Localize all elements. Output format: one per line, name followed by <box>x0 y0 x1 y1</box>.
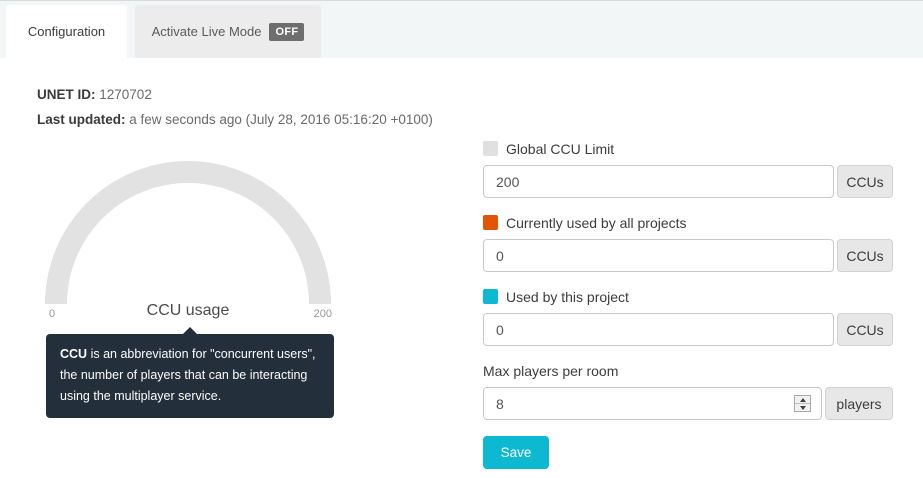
used-this-project-label-row: Used by this project <box>483 288 893 305</box>
used-this-project-input[interactable] <box>483 313 834 346</box>
tooltip-text: is an abbreviation for "concurrent users… <box>60 347 316 403</box>
tab-bar: Configuration Activate Live Mode OFF <box>0 1 923 58</box>
stepper-down-icon[interactable] <box>795 404 810 411</box>
ccu-usage-gauge: 0 CCU usage 200 <box>40 161 336 326</box>
gauge-min-label: 0 <box>49 308 56 320</box>
ccus-unit-addon: CCUs <box>837 239 893 272</box>
tooltip-term: CCU <box>60 347 88 361</box>
unet-id-value: 1270702 <box>99 87 152 102</box>
ccus-unit-addon: CCUs <box>837 313 893 346</box>
used-all-projects-label-row: Currently used by all projects <box>483 214 893 231</box>
used-all-projects-label: Currently used by all projects <box>506 214 687 231</box>
cyan-legend-swatch <box>483 289 498 304</box>
gray-legend-swatch <box>483 141 498 156</box>
number-stepper[interactable] <box>794 395 811 412</box>
tooltip-arrow-icon <box>182 327 198 335</box>
project-meta: UNET ID: 1270702 Last updated: a few sec… <box>37 82 433 132</box>
tab-configuration[interactable]: Configuration <box>6 5 127 58</box>
max-players-label: Max players per room <box>483 362 619 379</box>
global-ccu-limit-group: CCUs <box>483 165 893 198</box>
gauge-max-label: 200 <box>313 308 332 320</box>
global-ccu-limit-input[interactable] <box>483 165 834 198</box>
tab-configuration-label: Configuration <box>27 24 106 39</box>
save-button[interactable]: Save <box>483 436 549 469</box>
unet-id-label: UNET ID: <box>37 87 96 102</box>
used-this-project-label: Used by this project <box>506 288 629 305</box>
last-updated-label: Last updated: <box>37 112 126 127</box>
stepper-up-icon[interactable] <box>795 396 810 404</box>
global-ccu-limit-label: Global CCU Limit <box>506 140 615 157</box>
last-updated-value: a few seconds ago (July 28, 2016 05:16:2… <box>129 112 433 127</box>
ccu-settings-form: Global CCU Limit CCUs Currently used by … <box>483 140 893 469</box>
gauge-arc <box>45 161 331 305</box>
tab-activate-live-mode[interactable]: Activate Live Mode OFF <box>135 5 321 58</box>
used-all-projects-input[interactable] <box>483 239 834 272</box>
used-all-projects-group: CCUs <box>483 239 893 272</box>
ccus-unit-addon: CCUs <box>837 165 893 198</box>
players-unit-addon: players <box>825 387 893 420</box>
last-updated-line: Last updated: a few seconds ago (July 28… <box>37 107 433 132</box>
tab-activate-live-mode-label: Activate Live Mode <box>151 24 262 39</box>
unet-id-line: UNET ID: 1270702 <box>37 82 433 107</box>
gauge-title: CCU usage <box>146 302 230 319</box>
used-this-project-group: CCUs <box>483 313 893 346</box>
ccu-tooltip: CCU is an abbreviation for "concurrent u… <box>46 327 334 418</box>
max-players-number-field <box>483 387 822 420</box>
max-players-label-row: Max players per room <box>483 362 893 379</box>
live-mode-off-badge: OFF <box>269 22 305 41</box>
max-players-group: players <box>483 387 893 420</box>
orange-legend-swatch <box>483 215 498 230</box>
max-players-input[interactable] <box>483 387 822 420</box>
global-ccu-limit-label-row: Global CCU Limit <box>483 140 893 157</box>
